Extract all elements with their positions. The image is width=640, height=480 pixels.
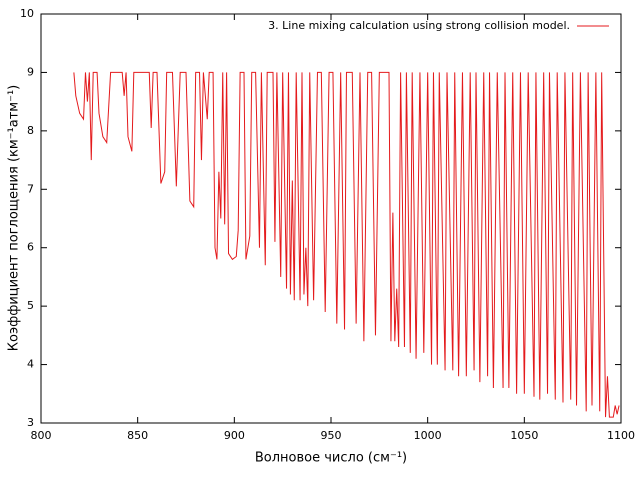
x-axis-label: Волновое число (см⁻¹) [255, 451, 407, 466]
x-tick-label: 900 [224, 429, 245, 442]
y-tick-label: 3 [27, 416, 34, 429]
data-line [73, 71, 620, 418]
y-tick-label: 10 [20, 7, 34, 20]
x-tick-label: 1100 [607, 429, 635, 442]
y-axis-label: Коэффициент поглощения (км⁻¹атм⁻¹) [7, 85, 22, 351]
legend-label: 3. Line mixing calculation using strong … [268, 19, 570, 32]
y-tick-label: 8 [27, 124, 34, 137]
x-tick-label: 1050 [510, 429, 538, 442]
x-tick-label: 1000 [414, 429, 442, 442]
y-tick-label: 9 [27, 65, 34, 78]
y-tick-label: 7 [27, 182, 34, 195]
x-tick-label: 800 [31, 429, 52, 442]
x-tick-label: 950 [321, 429, 342, 442]
x-tick-label: 850 [127, 429, 148, 442]
y-tick-label: 4 [27, 358, 34, 371]
y-tick-label: 6 [27, 241, 34, 254]
y-tick-label: 5 [27, 299, 34, 312]
